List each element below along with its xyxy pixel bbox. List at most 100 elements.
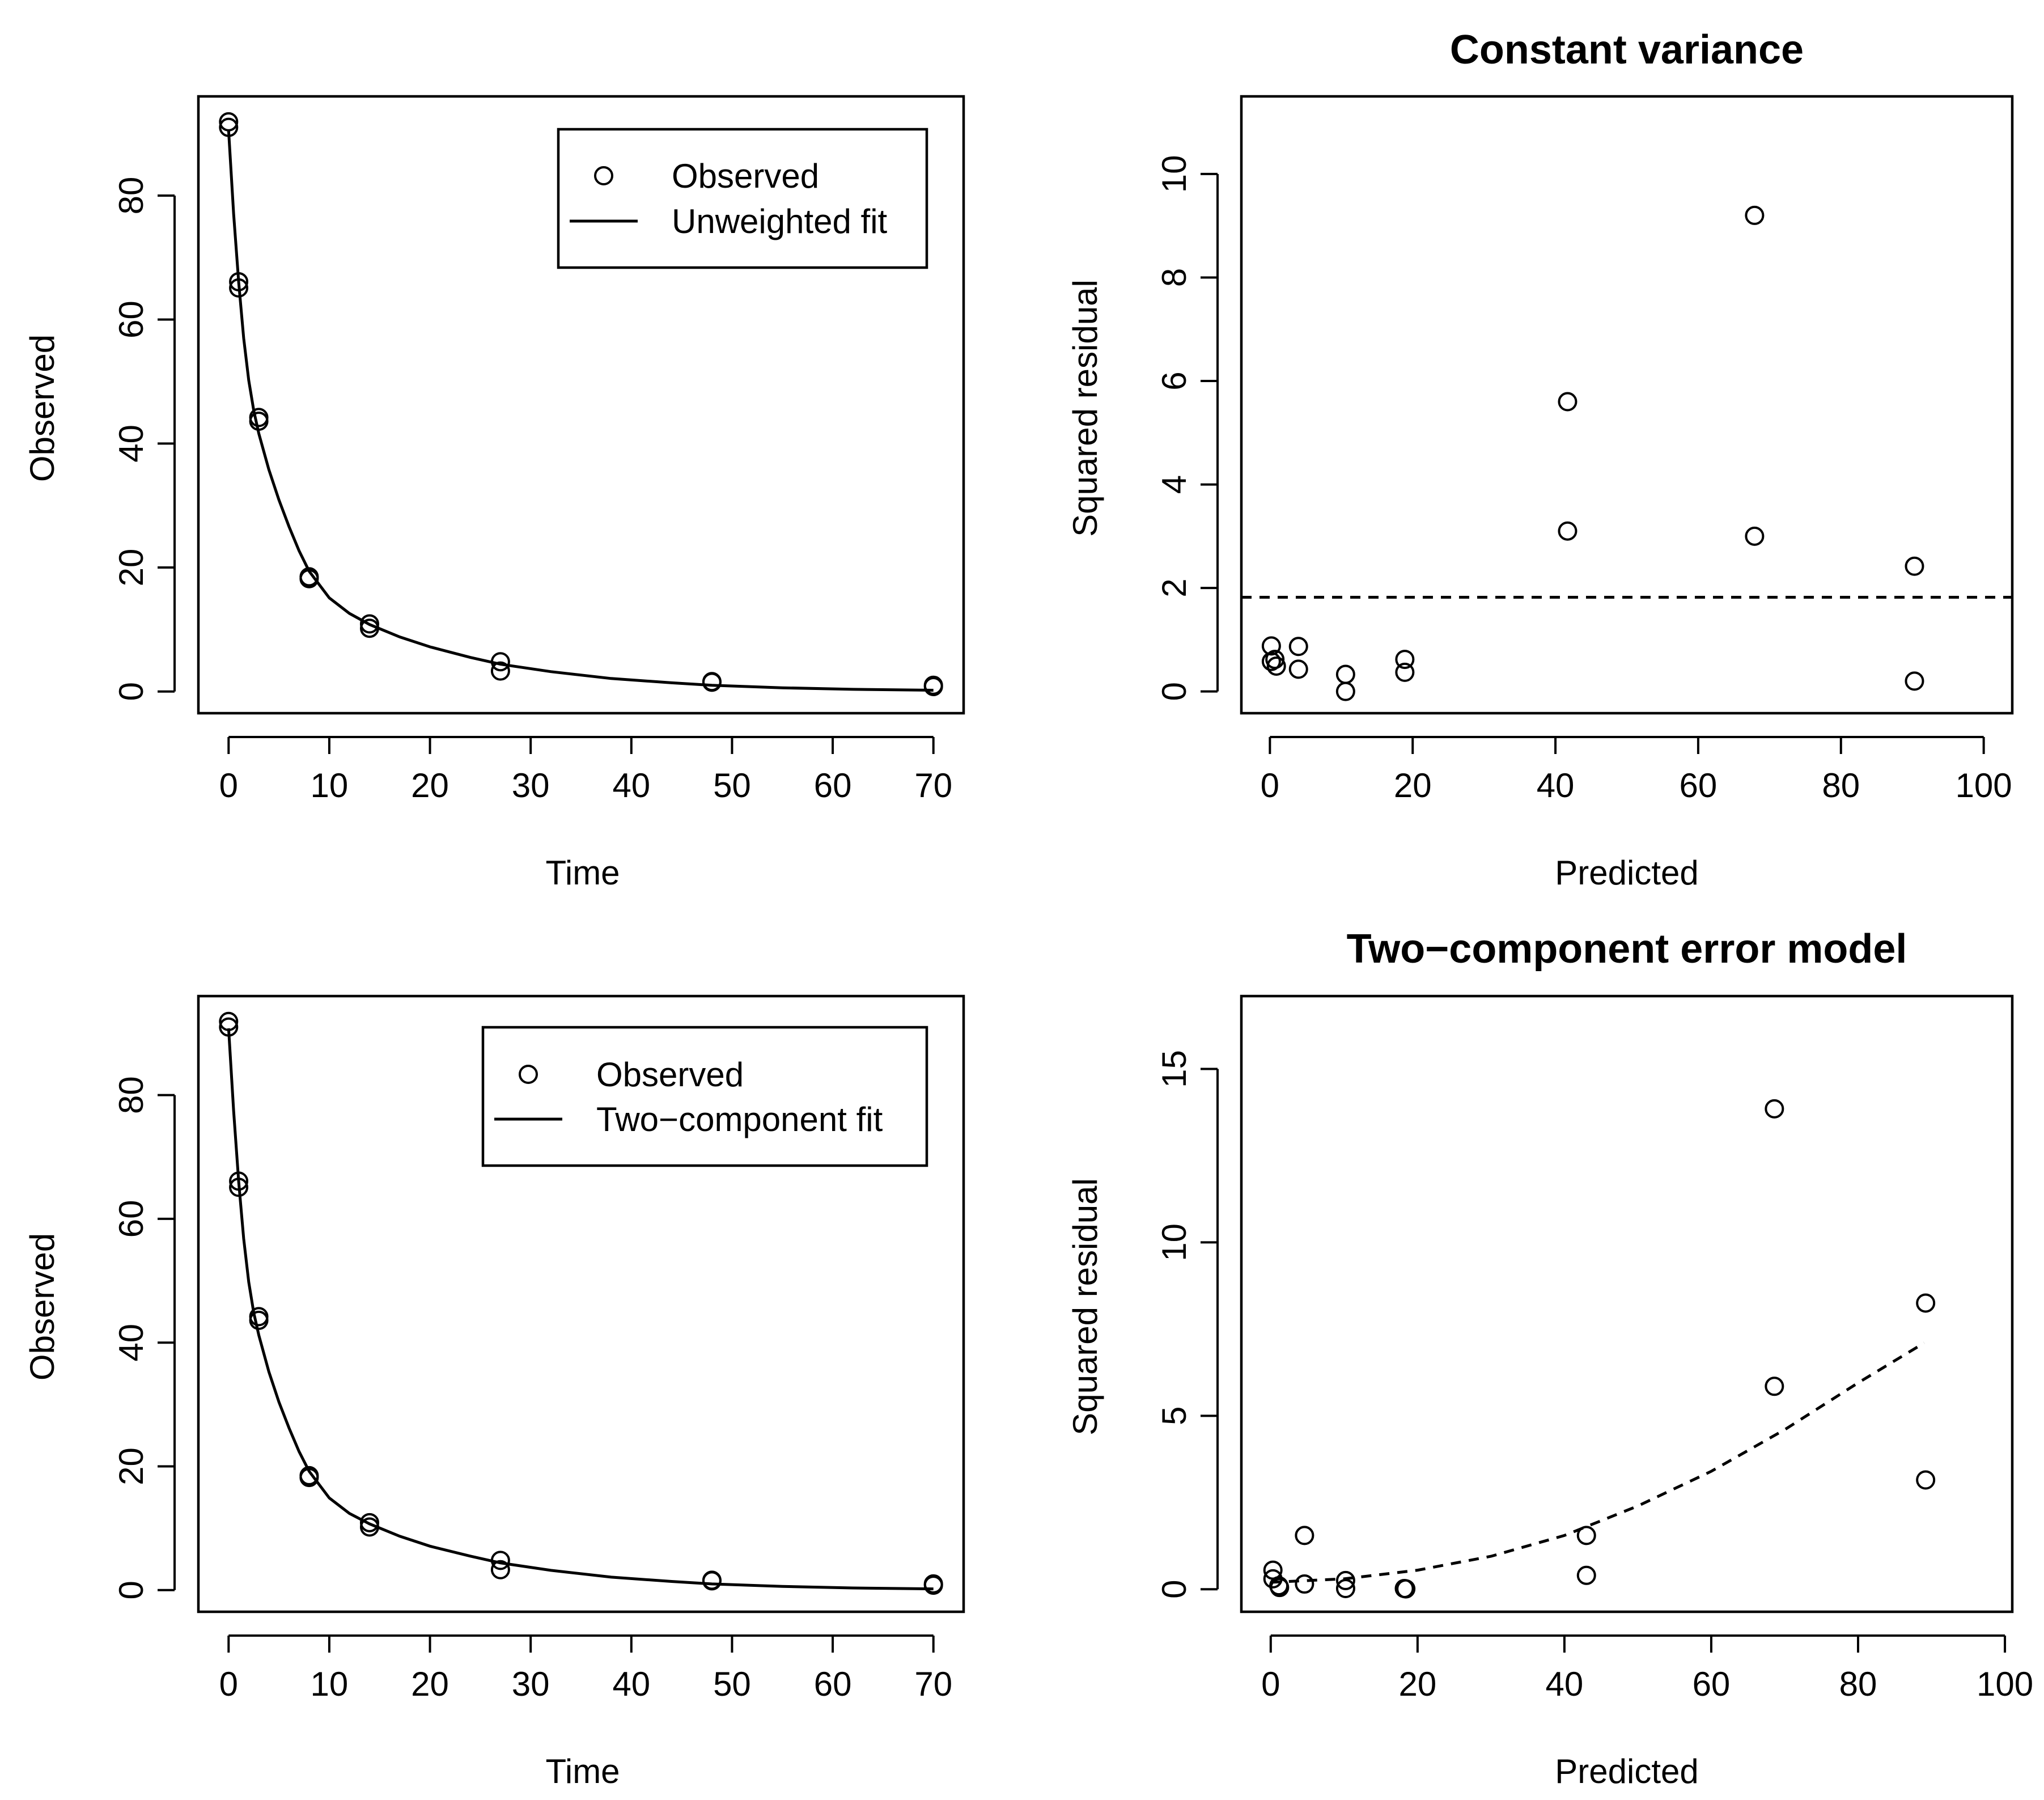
data-point (490, 652, 510, 672)
x-tick-label: 70 (914, 1665, 952, 1703)
y-tick-label: 20 (112, 549, 150, 587)
x-tick-label: 70 (914, 766, 952, 804)
data-point (249, 1307, 269, 1327)
data-point (1295, 1526, 1314, 1545)
x-tick-label: 50 (713, 766, 751, 804)
x-tick-label: 0 (219, 1665, 238, 1703)
data-point (1558, 392, 1577, 412)
panel-title: Constant variance (1450, 27, 1804, 73)
y-tick-label: 40 (112, 425, 150, 463)
data-point (1905, 556, 1924, 576)
x-tick-label: 10 (311, 1665, 349, 1703)
x-tick-label: 30 (512, 1665, 550, 1703)
data-point (1288, 659, 1308, 679)
data-point (1765, 1377, 1784, 1396)
panel-constant-variance: Constant variance 0 20 40 60 80 100 0 2 4 6 8 10 Pr… (1066, 27, 2014, 892)
x-tick-label: 20 (411, 1665, 449, 1703)
y-tick-label: 60 (112, 1200, 150, 1238)
y-tick-label: 60 (112, 300, 150, 338)
plot-frame (197, 95, 965, 715)
y-axis-label: Observed (23, 334, 61, 482)
panel-observed-unweighted: 0 10 20 30 40 50 60 70 0 20 40 60 80 Time Observed O… (23, 95, 965, 892)
y-tick-label: 0 (1155, 1580, 1193, 1599)
legend-observed-marker (594, 166, 613, 185)
panel-observed-two-component: 0 10 20 30 40 50 60 70 0 20 40 60 80 Time Observed O… (23, 994, 965, 1790)
legend: Observed Two−component fit (481, 1026, 928, 1167)
data-point (1576, 1526, 1596, 1545)
x-axis-label: Time (545, 1752, 620, 1790)
x-tick-label: 40 (612, 1665, 650, 1703)
y-tick-label: 5 (1155, 1407, 1193, 1425)
data-point (1905, 671, 1924, 691)
panel-title: Two−component error model (1347, 926, 1907, 972)
x-tick-label: 0 (219, 766, 238, 804)
legend-observed-label: Observed (672, 157, 819, 195)
legend-box (481, 1026, 928, 1167)
x-tick-label: 40 (1546, 1665, 1584, 1703)
y-tick-label: 20 (112, 1447, 150, 1485)
x-tick-label: 40 (1537, 766, 1575, 804)
data-point (1396, 1579, 1416, 1599)
y-tick-label: 0 (112, 1581, 150, 1599)
plot-frame (1240, 994, 2014, 1613)
panel-plot-area: 0 10 20 30 40 50 60 70 0 20 40 60 80 (112, 95, 965, 804)
y-tick-label: 10 (1155, 1223, 1193, 1261)
legend-fit-label: Two−component fit (596, 1100, 883, 1138)
x-tick-label: 50 (713, 1665, 751, 1703)
x-tick-label: 60 (814, 1665, 852, 1703)
data-point (1266, 656, 1286, 676)
data-point (1288, 637, 1308, 657)
y-tick-label: 8 (1155, 268, 1193, 287)
y-tick-label: 6 (1155, 371, 1193, 390)
panel-two-component-error-model: Two−component error model 0 20 40 60 80 100 0 5… (1066, 926, 2033, 1790)
plot-frame (1240, 95, 2014, 715)
data-point (219, 1011, 239, 1031)
x-axis-label: Time (545, 854, 620, 892)
data-point (359, 619, 379, 638)
data-point (702, 672, 722, 692)
x-tick-label: 20 (1398, 1665, 1436, 1703)
legend: Observed Unweighted fit (557, 128, 928, 269)
data-point (1335, 681, 1355, 701)
y-tick-label: 15 (1155, 1050, 1193, 1088)
data-point (219, 112, 239, 132)
x-tick-label: 0 (1261, 766, 1279, 804)
y-tick-label: 4 (1155, 475, 1193, 494)
fit-curve (227, 1028, 934, 1591)
y-axis-label: Squared residual (1066, 279, 1104, 537)
data-point (702, 1571, 722, 1591)
data-point (1335, 1570, 1355, 1590)
data-point (1745, 526, 1765, 546)
data-point (229, 1178, 249, 1197)
x-tick-label: 60 (1680, 766, 1718, 804)
data-point (490, 661, 510, 681)
data-point (249, 411, 269, 431)
data-point (219, 117, 239, 137)
y-axis-label: Squared residual (1066, 1178, 1104, 1435)
data-point (249, 1310, 269, 1330)
y-tick-label: 2 (1155, 578, 1193, 597)
legend-observed-label: Observed (596, 1056, 744, 1094)
data-point (1916, 1470, 1936, 1490)
plot-frame (197, 994, 965, 1613)
data-point (1576, 1565, 1596, 1585)
data-point (249, 408, 269, 427)
x-tick-label: 30 (512, 766, 550, 804)
data-point (1558, 521, 1577, 541)
fit-curve (227, 130, 934, 692)
legend-observed-marker (519, 1065, 538, 1084)
panel-plot-area: 0 10 20 30 40 50 60 70 0 20 40 60 80 (112, 994, 965, 1703)
y-tick-label: 80 (112, 177, 150, 215)
data-point (299, 569, 319, 588)
legend-fit-label: Unweighted fit (672, 202, 888, 240)
data-point (1261, 636, 1281, 656)
data-point (229, 272, 249, 291)
panel-plot-area: 0 20 40 60 80 100 0 2 4 6 8 10 (1155, 95, 2014, 804)
data-point (1261, 651, 1281, 671)
data-point (1395, 650, 1415, 670)
x-tick-label: 40 (612, 766, 650, 804)
x-tick-label: 20 (411, 766, 449, 804)
data-point (1265, 650, 1285, 670)
data-point (229, 278, 249, 298)
y-tick-label: 0 (1155, 682, 1193, 701)
